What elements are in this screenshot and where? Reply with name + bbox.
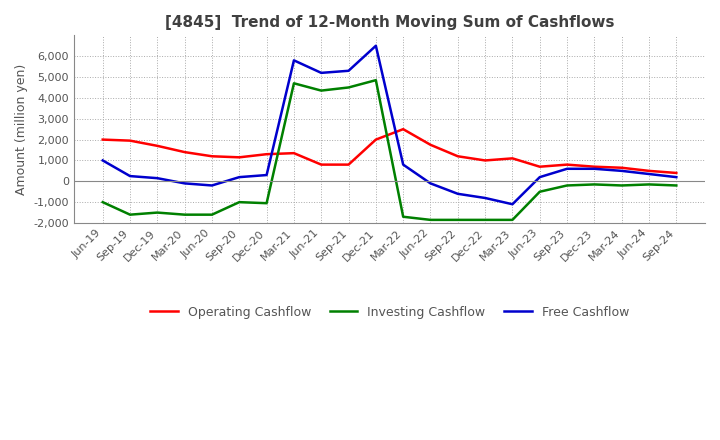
Operating Cashflow — [536, 164, 544, 169]
Free Cashflow — [180, 181, 189, 186]
Line: Free Cashflow: Free Cashflow — [103, 46, 676, 204]
Free Cashflow — [481, 195, 490, 201]
Investing Cashflow — [426, 217, 435, 223]
Investing Cashflow — [99, 199, 107, 205]
Y-axis label: Amount (million yen): Amount (million yen) — [15, 63, 28, 195]
Operating Cashflow — [426, 142, 435, 147]
Free Cashflow — [99, 158, 107, 163]
Operating Cashflow — [672, 170, 680, 176]
Operating Cashflow — [617, 165, 626, 170]
Investing Cashflow — [399, 214, 408, 220]
Operating Cashflow — [262, 151, 271, 157]
Investing Cashflow — [481, 217, 490, 223]
Free Cashflow — [344, 68, 353, 73]
Investing Cashflow — [262, 201, 271, 206]
Operating Cashflow — [344, 162, 353, 167]
Free Cashflow — [207, 183, 216, 188]
Free Cashflow — [372, 43, 380, 48]
Free Cashflow — [644, 171, 653, 176]
Operating Cashflow — [508, 156, 517, 161]
Free Cashflow — [262, 172, 271, 178]
Free Cashflow — [508, 202, 517, 207]
Operating Cashflow — [590, 164, 599, 169]
Investing Cashflow — [508, 217, 517, 223]
Operating Cashflow — [99, 137, 107, 142]
Free Cashflow — [289, 58, 298, 63]
Investing Cashflow — [563, 183, 572, 188]
Free Cashflow — [590, 166, 599, 172]
Operating Cashflow — [289, 150, 298, 156]
Free Cashflow — [563, 166, 572, 172]
Line: Investing Cashflow: Investing Cashflow — [103, 80, 676, 220]
Investing Cashflow — [344, 85, 353, 90]
Investing Cashflow — [207, 212, 216, 217]
Investing Cashflow — [536, 189, 544, 194]
Investing Cashflow — [454, 217, 462, 223]
Operating Cashflow — [563, 162, 572, 167]
Free Cashflow — [426, 181, 435, 186]
Free Cashflow — [672, 175, 680, 180]
Operating Cashflow — [481, 158, 490, 163]
Investing Cashflow — [590, 182, 599, 187]
Operating Cashflow — [207, 154, 216, 159]
Free Cashflow — [317, 70, 325, 76]
Investing Cashflow — [672, 183, 680, 188]
Operating Cashflow — [454, 154, 462, 159]
Investing Cashflow — [153, 210, 162, 215]
Legend: Operating Cashflow, Investing Cashflow, Free Cashflow: Operating Cashflow, Investing Cashflow, … — [145, 301, 634, 323]
Free Cashflow — [126, 173, 135, 179]
Investing Cashflow — [617, 183, 626, 188]
Line: Operating Cashflow: Operating Cashflow — [103, 129, 676, 173]
Investing Cashflow — [180, 212, 189, 217]
Operating Cashflow — [372, 137, 380, 142]
Investing Cashflow — [235, 199, 243, 205]
Investing Cashflow — [644, 182, 653, 187]
Title: [4845]  Trend of 12-Month Moving Sum of Cashflows: [4845] Trend of 12-Month Moving Sum of C… — [165, 15, 614, 30]
Operating Cashflow — [644, 168, 653, 173]
Free Cashflow — [153, 176, 162, 181]
Free Cashflow — [617, 168, 626, 173]
Operating Cashflow — [235, 155, 243, 160]
Operating Cashflow — [399, 127, 408, 132]
Investing Cashflow — [126, 212, 135, 217]
Free Cashflow — [399, 162, 408, 167]
Operating Cashflow — [153, 143, 162, 148]
Investing Cashflow — [317, 88, 325, 93]
Free Cashflow — [454, 191, 462, 196]
Operating Cashflow — [180, 150, 189, 155]
Free Cashflow — [536, 175, 544, 180]
Operating Cashflow — [317, 162, 325, 167]
Operating Cashflow — [126, 138, 135, 143]
Investing Cashflow — [372, 77, 380, 83]
Investing Cashflow — [289, 81, 298, 86]
Free Cashflow — [235, 175, 243, 180]
